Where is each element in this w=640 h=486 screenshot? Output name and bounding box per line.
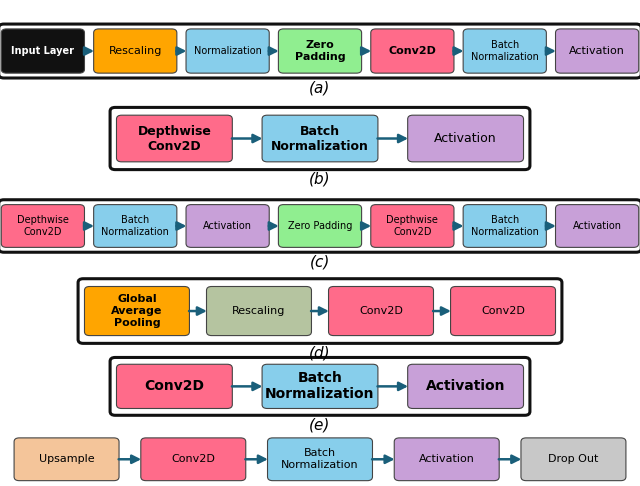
Text: Batch
Normalization: Batch Normalization	[281, 449, 359, 470]
Text: Rescaling: Rescaling	[232, 306, 285, 316]
FancyBboxPatch shape	[1, 205, 84, 247]
Text: Activation: Activation	[203, 221, 252, 231]
FancyBboxPatch shape	[278, 29, 362, 73]
Text: (e): (e)	[309, 417, 331, 433]
FancyBboxPatch shape	[408, 364, 524, 408]
FancyBboxPatch shape	[116, 115, 232, 162]
FancyBboxPatch shape	[278, 205, 362, 247]
Text: Global
Average
Pooling: Global Average Pooling	[111, 295, 163, 328]
Text: Depthwise
Conv2D: Depthwise Conv2D	[138, 124, 211, 153]
FancyBboxPatch shape	[328, 287, 433, 335]
Text: Conv2D: Conv2D	[172, 454, 215, 464]
Text: Batch
Normalization: Batch Normalization	[471, 40, 539, 62]
Text: (d): (d)	[309, 346, 331, 361]
Text: Input Layer: Input Layer	[12, 46, 74, 56]
FancyBboxPatch shape	[408, 115, 524, 162]
FancyBboxPatch shape	[93, 205, 177, 247]
Text: Normalization: Normalization	[194, 46, 262, 56]
Text: Conv2D: Conv2D	[481, 306, 525, 316]
FancyBboxPatch shape	[394, 438, 499, 481]
Text: Rescaling: Rescaling	[109, 46, 162, 56]
FancyBboxPatch shape	[262, 115, 378, 162]
FancyBboxPatch shape	[207, 287, 312, 335]
FancyBboxPatch shape	[186, 205, 269, 247]
FancyBboxPatch shape	[268, 438, 372, 481]
Text: Activation: Activation	[573, 221, 621, 231]
Text: Depthwise
Conv2D: Depthwise Conv2D	[387, 215, 438, 237]
FancyBboxPatch shape	[463, 205, 547, 247]
FancyBboxPatch shape	[0, 24, 640, 78]
FancyBboxPatch shape	[556, 29, 639, 73]
Text: Batch
Normalization: Batch Normalization	[271, 124, 369, 153]
Text: Activation: Activation	[419, 454, 475, 464]
Text: Batch
Normalization: Batch Normalization	[265, 371, 375, 401]
Text: (c): (c)	[310, 255, 330, 269]
Text: Activation: Activation	[569, 46, 625, 56]
FancyBboxPatch shape	[93, 29, 177, 73]
Text: Batch
Normalization: Batch Normalization	[101, 215, 169, 237]
Text: Batch
Normalization: Batch Normalization	[471, 215, 539, 237]
FancyBboxPatch shape	[186, 29, 269, 73]
Text: Upsample: Upsample	[39, 454, 94, 464]
FancyBboxPatch shape	[116, 364, 232, 408]
FancyBboxPatch shape	[0, 200, 640, 252]
Text: Conv2D: Conv2D	[359, 306, 403, 316]
FancyBboxPatch shape	[141, 438, 246, 481]
FancyBboxPatch shape	[521, 438, 626, 481]
FancyBboxPatch shape	[1, 29, 84, 73]
FancyBboxPatch shape	[78, 279, 562, 343]
Text: Conv2D: Conv2D	[145, 380, 204, 393]
FancyBboxPatch shape	[84, 287, 189, 335]
FancyBboxPatch shape	[262, 364, 378, 408]
FancyBboxPatch shape	[110, 107, 530, 170]
Text: Depthwise
Conv2D: Depthwise Conv2D	[17, 215, 69, 237]
FancyBboxPatch shape	[556, 205, 639, 247]
FancyBboxPatch shape	[463, 29, 547, 73]
Text: Activation: Activation	[426, 380, 506, 393]
Text: (a): (a)	[309, 80, 331, 95]
FancyBboxPatch shape	[371, 29, 454, 73]
Text: Zero
Padding: Zero Padding	[294, 40, 346, 62]
Text: Zero Padding: Zero Padding	[288, 221, 352, 231]
FancyBboxPatch shape	[14, 438, 119, 481]
FancyBboxPatch shape	[110, 358, 530, 415]
Text: Drop Out: Drop Out	[548, 454, 598, 464]
Text: Conv2D: Conv2D	[388, 46, 436, 56]
Text: (b): (b)	[309, 172, 331, 187]
FancyBboxPatch shape	[371, 205, 454, 247]
FancyBboxPatch shape	[451, 287, 556, 335]
Text: Activation: Activation	[435, 132, 497, 145]
